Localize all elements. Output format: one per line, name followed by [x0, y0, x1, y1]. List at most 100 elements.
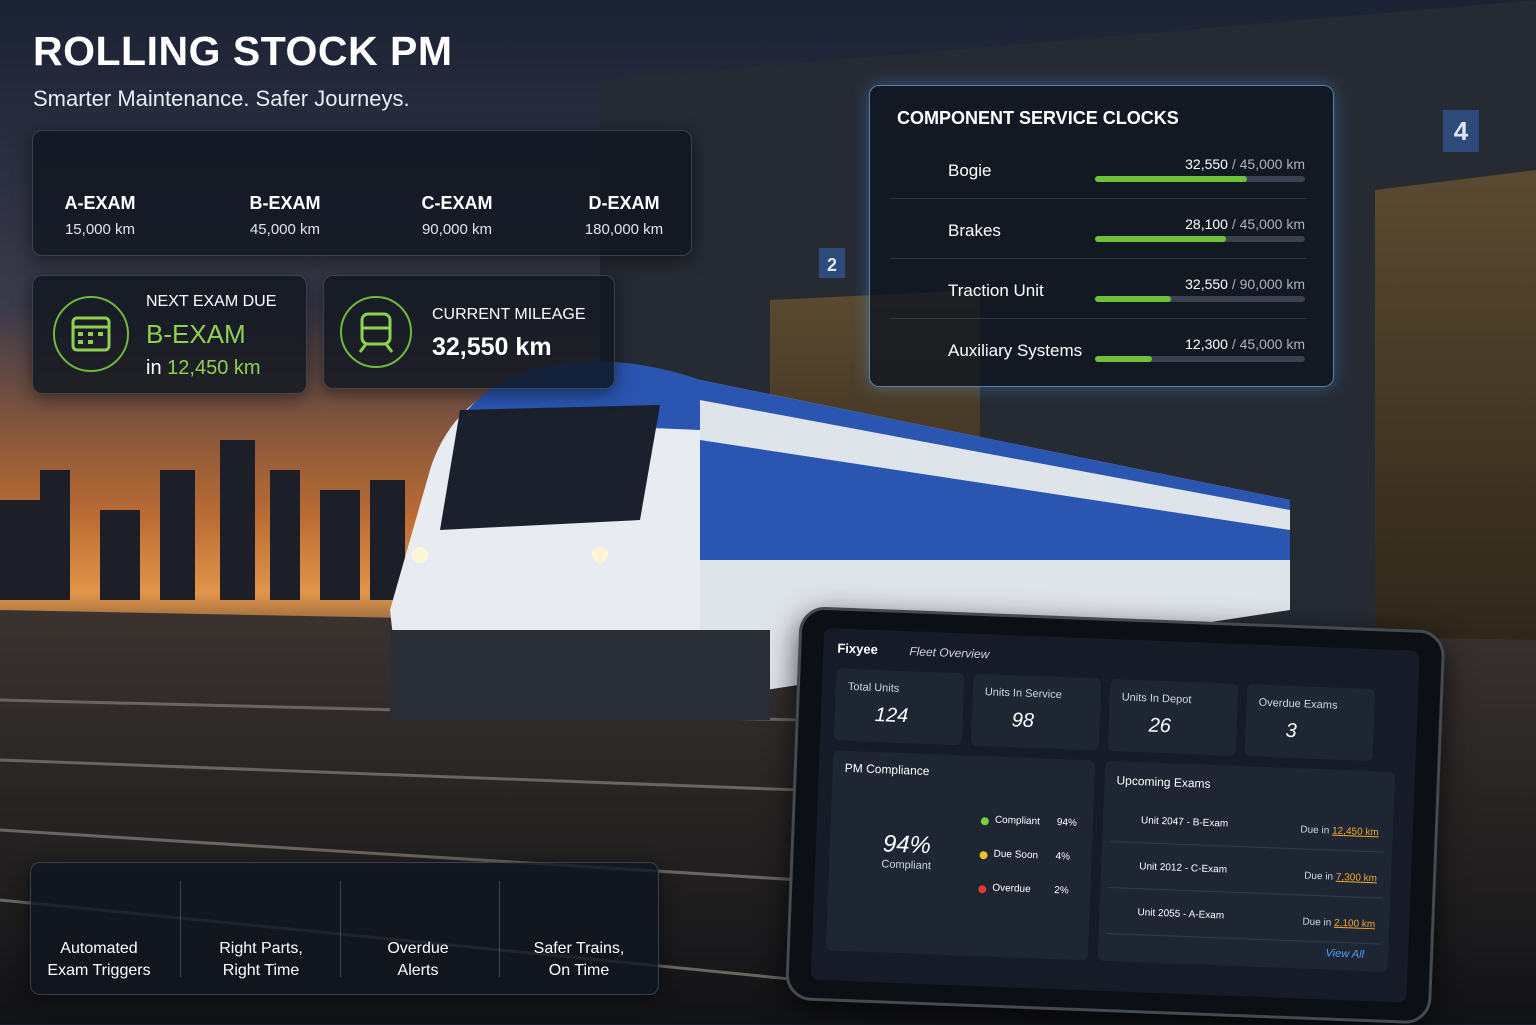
train-icon-part — [358, 343, 368, 353]
subtitle: Smarter Maintenance. Safer Journeys. — [33, 86, 410, 111]
due-distance: 2,100 km — [1333, 917, 1376, 931]
exam-unit: Unit 2047 - B-Exam — [1140, 815, 1229, 830]
service-clocks-panel: COMPONENT SERVICE CLOCKS Bogie 32,550 / 4… — [869, 85, 1334, 387]
exam-interval: 45,000 km — [249, 221, 321, 238]
component-reading: 32,550 / 45,000 km — [1185, 156, 1305, 172]
feature-label: Safer Trains, — [533, 940, 625, 957]
stat-card: Total Units 124 — [833, 668, 965, 746]
row-divider — [890, 258, 1307, 259]
calendar-icon-part — [78, 332, 103, 344]
next-exam-panel-part: in 12,450 km — [146, 357, 261, 380]
progress-track — [1095, 296, 1305, 302]
component-name: Auxiliary Systems — [948, 341, 1083, 360]
exam-name: A-EXAM — [64, 193, 136, 213]
city-skyline-part — [40, 470, 70, 600]
features-panel: Automated Exam Triggers Right Parts, Right … — [30, 862, 659, 995]
train-part — [390, 630, 770, 720]
stat-card: Units In Service 98 — [970, 673, 1102, 751]
legend-dot — [978, 885, 987, 894]
depot-sign-number: 2 — [827, 255, 837, 275]
title: ROLLING STOCK PM — [33, 28, 453, 74]
exam-unit: Unit 2012 - C-Exam — [1139, 861, 1228, 876]
feature-label: Alerts — [397, 962, 439, 979]
stat-label: Units In Depot — [1121, 691, 1192, 707]
calendar-icon-part — [53, 296, 129, 372]
next-exam-panel: NEXT EXAM DUE B-EXAM in 12,450 km — [32, 275, 307, 394]
train-icon-part — [340, 296, 412, 368]
train-icon — [340, 296, 412, 368]
rails-part — [0, 828, 801, 882]
train-part — [700, 440, 1290, 560]
app-brand: Fixyee — [837, 640, 879, 658]
component-limit: / 45,000 km — [1231, 216, 1305, 232]
legend-value: 94% — [1056, 817, 1078, 829]
exam-row: Unit 2047 - B-Exam Due in 12,450 km — [1110, 803, 1386, 853]
stat-card: Units In Depot 26 — [1107, 678, 1239, 756]
progress-track — [1095, 356, 1305, 362]
calendar-icon-part — [71, 316, 111, 352]
compliance-card: PM Compliance Compliant 94% Due Soon 4% Overd… — [825, 750, 1096, 961]
feature-label: Automated — [60, 940, 138, 957]
train-part — [412, 547, 428, 563]
tablet: Fixyee Fleet Overview Total Units 124 Unit… — [784, 606, 1446, 1025]
calendar-icon-part-part — [88, 332, 93, 336]
stat-label: Overdue Exams — [1258, 696, 1338, 712]
depot-bay — [1375, 170, 1536, 700]
city-skyline-part — [100, 510, 140, 600]
calendar-icon-part-part — [78, 340, 83, 344]
view-all-link[interactable]: View All — [1325, 947, 1365, 961]
legend-name: Compliant — [994, 814, 1041, 828]
exam-interval: 15,000 km — [64, 221, 136, 238]
next-exam-name: B-EXAM — [146, 319, 246, 349]
train-part — [700, 380, 1290, 510]
calendar-icon — [53, 296, 129, 372]
exam-due: Due in 12,450 km — [1300, 824, 1379, 838]
component-name: Brakes — [948, 221, 1001, 240]
feature-label: Overdue — [387, 940, 449, 957]
progress-track — [1095, 236, 1305, 242]
progress-bar — [1095, 176, 1247, 182]
progress-bar — [1095, 296, 1171, 302]
train-part — [592, 547, 608, 563]
city-skyline-part — [320, 490, 360, 600]
feature-divider — [498, 881, 500, 977]
calendar-icon-part-part — [88, 340, 93, 344]
stat-label: Units In Service — [984, 686, 1063, 702]
component-reading: 28,100 / 45,000 km — [1185, 216, 1305, 232]
stat-value: 3 — [1285, 719, 1298, 743]
exam-due: Due in 7,300 km — [1304, 871, 1377, 885]
depot-sign — [819, 248, 845, 278]
exam-row: Unit 2055 - A-Exam Due in 2,100 km — [1106, 895, 1382, 945]
exam-name: C-EXAM — [421, 193, 493, 213]
stat-label: Total Units — [847, 680, 900, 695]
row-divider — [890, 318, 1307, 319]
feature-label: Right Time — [222, 962, 300, 979]
calendar-icon-part-part — [98, 332, 103, 336]
mileage-value: 32,550 km — [432, 333, 552, 361]
progress-bar — [1095, 236, 1227, 242]
donut-center-value: 94% — [882, 830, 932, 860]
exam-name: D-EXAM — [588, 193, 660, 213]
city-skyline-part — [270, 470, 300, 600]
exam-row: Unit 2012 - C-Exam Due in 7,300 km — [1108, 849, 1384, 899]
train-icon-part — [384, 343, 394, 353]
legend-value: 4% — [1055, 850, 1071, 863]
progress-bar — [1095, 356, 1153, 362]
compliance-title: PM Compliance — [844, 760, 930, 779]
legend-dot — [979, 851, 988, 860]
component-reading: 32,550 / 90,000 km — [1185, 276, 1305, 292]
legend-name: Due Soon — [993, 848, 1039, 862]
next-exam-distance: 12,450 km — [167, 357, 261, 379]
rails-part — [0, 758, 801, 792]
exam-interval: 90,000 km — [421, 221, 493, 238]
component-value: 28,100 — [1185, 216, 1228, 232]
stat-value: 98 — [1011, 709, 1035, 733]
exam-due: Due in 2,100 km — [1302, 917, 1375, 931]
row-divider — [890, 198, 1307, 199]
due-distance: 7,300 km — [1335, 871, 1378, 885]
depot-sign — [1443, 110, 1479, 152]
upcoming-title: Upcoming Exams — [1116, 773, 1211, 791]
due-prefix: Due in — [1302, 916, 1332, 929]
service-clocks-title: COMPONENT SERVICE CLOCKS — [897, 108, 1179, 128]
